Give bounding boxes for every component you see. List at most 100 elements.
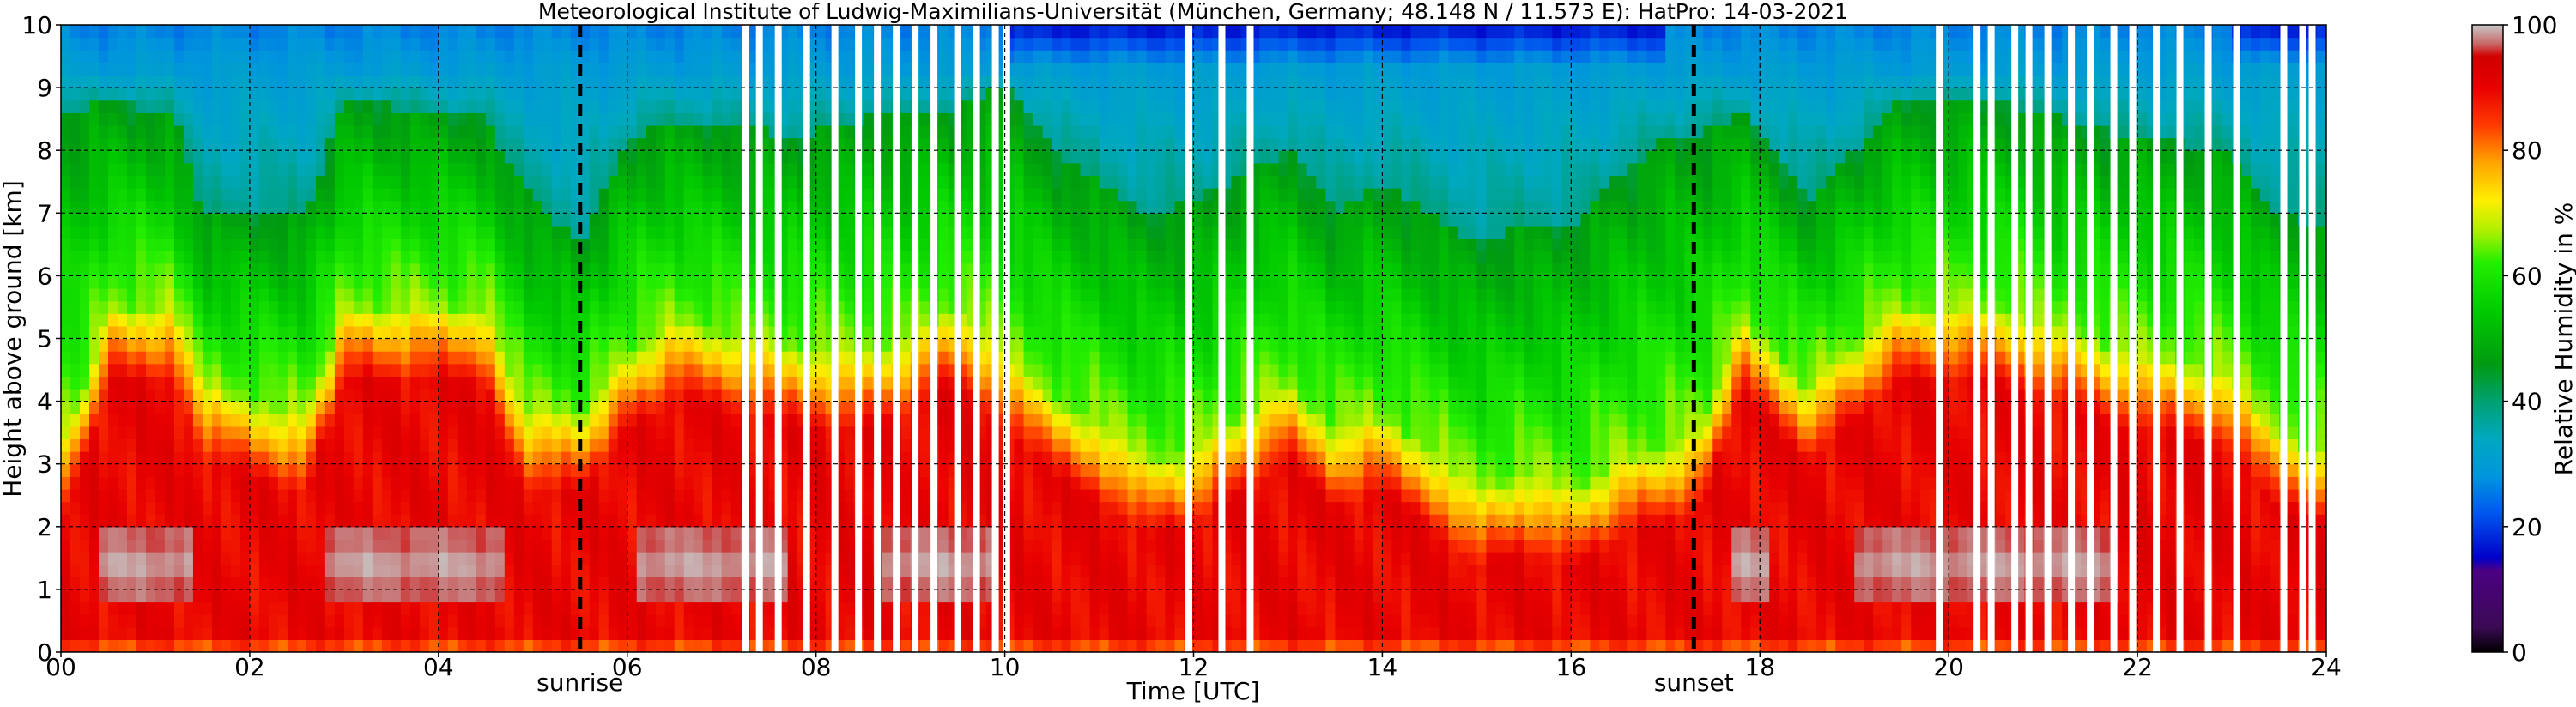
heatmap-cell [863, 37, 874, 51]
heatmap-cell [88, 338, 100, 352]
heatmap-cell [438, 50, 449, 63]
heatmap-cell [712, 251, 723, 264]
heatmap-cell [164, 288, 175, 302]
heatmap-cell [117, 488, 128, 503]
heatmap-cell [598, 37, 609, 51]
heatmap-cell [457, 263, 468, 276]
heatmap-cell [315, 263, 326, 276]
heatmap-cell [466, 388, 477, 402]
heatmap-cell [561, 539, 572, 553]
heatmap-cell [334, 388, 345, 402]
heatmap-cell [381, 25, 392, 26]
heatmap-cell [551, 124, 562, 139]
heatmap-cell [494, 463, 506, 477]
heatmap-cell [504, 564, 515, 577]
heatmap-cell [183, 50, 194, 63]
heatmap-cell [409, 639, 421, 652]
heatmap-cell [211, 351, 222, 365]
heatmap-cell [646, 275, 657, 289]
heatmap-cell [721, 552, 732, 565]
heatmap-cell [485, 451, 496, 465]
heatmap-cell [98, 614, 109, 628]
heatmap-cell [155, 100, 166, 113]
heatmap-cell [353, 200, 364, 214]
heatmap-cell [485, 25, 496, 26]
heatmap-cell [258, 388, 270, 402]
heatmap-cell [787, 313, 798, 327]
heatmap-cell [570, 37, 581, 51]
heatmap-cell [712, 401, 723, 414]
heatmap-cell [164, 564, 175, 577]
heatmap-cell [542, 162, 553, 177]
heatmap-cell [211, 37, 222, 51]
heatmap-cell [882, 325, 893, 340]
heatmap-cell [324, 112, 336, 126]
heatmap-cell [882, 124, 893, 139]
heatmap-cell [98, 476, 109, 490]
heatmap-cell [230, 414, 241, 427]
heatmap-cell [476, 25, 487, 26]
heatmap-cell [504, 488, 515, 503]
heatmap-cell [542, 238, 553, 251]
heatmap-cell [296, 426, 307, 440]
heatmap-cell [249, 313, 260, 327]
heatmap-cell [107, 325, 118, 340]
heatmap-cell [107, 251, 118, 264]
heatmap-cell [192, 25, 203, 39]
heatmap-cell [70, 313, 81, 327]
heatmap-cell [513, 75, 524, 88]
heatmap-cell [164, 601, 175, 615]
heatmap-cell [683, 137, 694, 151]
heatmap-cell [882, 577, 893, 590]
heatmap-cell [834, 288, 846, 302]
heatmap-cell [523, 275, 534, 289]
heatmap-cell [561, 626, 572, 640]
heatmap-cell [277, 275, 288, 289]
heatmap-cell [551, 37, 562, 51]
heatmap-cell [277, 552, 288, 565]
heatmap-cell [221, 363, 232, 377]
heatmap-cell [504, 414, 515, 427]
heatmap-cell [730, 376, 742, 390]
heatmap-cell [173, 88, 185, 101]
heatmap-cell [721, 150, 732, 164]
heatmap-cell [655, 388, 666, 402]
heatmap-cell [211, 401, 222, 414]
heatmap-cell [882, 300, 893, 314]
heatmap-cell [306, 124, 317, 139]
heatmap-cell [863, 300, 874, 314]
heatmap-cell [919, 501, 930, 515]
heatmap-cell [674, 514, 685, 528]
heatmap-cell [183, 363, 194, 377]
heatmap-cell [664, 514, 676, 528]
heatmap-cell [324, 426, 336, 440]
heatmap-cell [730, 50, 742, 63]
heatmap-cell [787, 476, 798, 490]
heatmap-cell [598, 325, 609, 340]
heatmap-cell [428, 589, 439, 603]
heatmap-cell [400, 564, 411, 577]
heatmap-cell [70, 275, 81, 289]
heatmap-cell [183, 313, 194, 327]
heatmap-cell [353, 313, 364, 327]
heatmap-cell [730, 88, 742, 101]
heatmap-cell [797, 275, 808, 289]
heatmap-cell [353, 25, 364, 26]
heatmap-cell [306, 175, 317, 189]
heatmap-cell [296, 577, 307, 590]
heatmap-cell [306, 539, 317, 553]
heatmap-cell [183, 589, 194, 603]
heatmap-cell [409, 37, 421, 51]
heatmap-cell [145, 626, 156, 640]
heatmap-cell [797, 577, 808, 590]
heatmap-cell [107, 75, 118, 88]
heatmap-cell [372, 338, 383, 352]
heatmap-cell [730, 564, 742, 577]
heatmap-cell [79, 577, 90, 590]
heatmap-cell [88, 577, 100, 590]
heatmap-cell [636, 288, 647, 302]
heatmap-cell [749, 639, 761, 652]
heatmap-cell [466, 150, 477, 164]
heatmap-cell [155, 112, 166, 126]
heatmap-cell [494, 401, 506, 414]
